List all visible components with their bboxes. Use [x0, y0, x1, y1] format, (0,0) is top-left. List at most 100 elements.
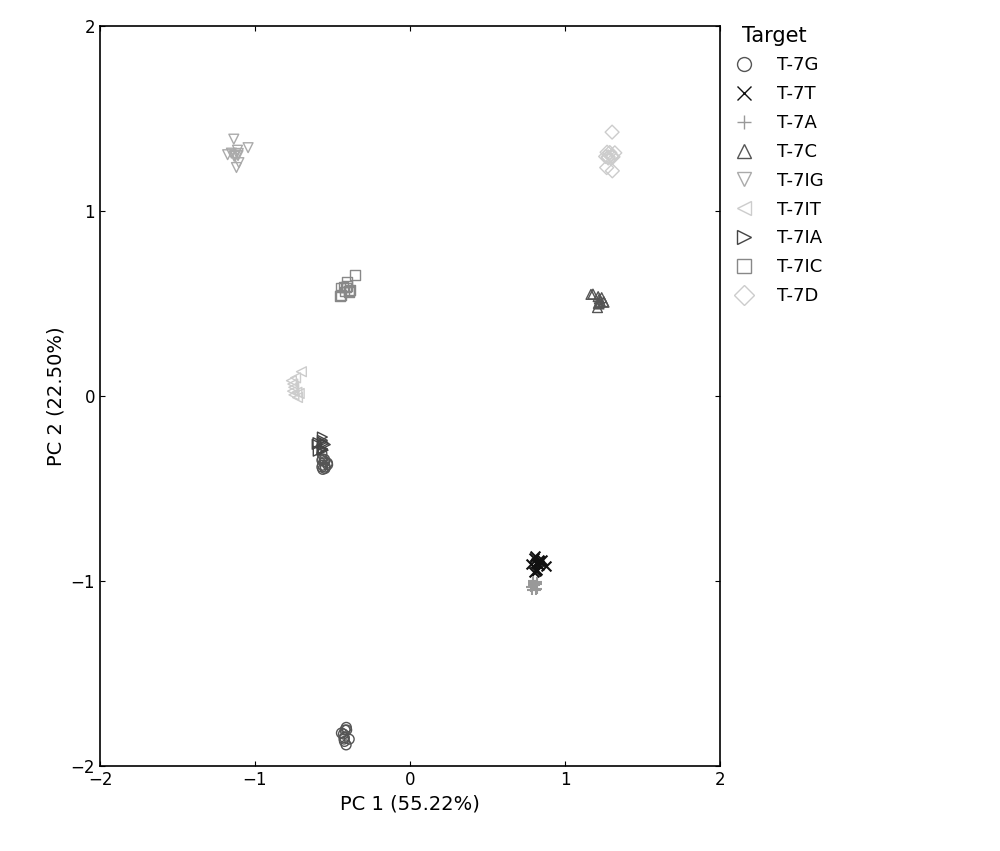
Point — [315, 452, 331, 465]
Point — [226, 132, 242, 146]
Point — [607, 146, 623, 160]
Point — [526, 551, 542, 565]
Point — [314, 454, 330, 467]
Legend: T-7G, T-7T, T-7A, T-7C, T-7IG, T-7IT, T-7IA, T-7IC, T-7D: T-7G, T-7T, T-7A, T-7C, T-7IG, T-7IT, T-… — [726, 26, 823, 305]
Point — [524, 583, 540, 597]
Point — [591, 292, 607, 306]
Point — [605, 150, 621, 163]
Point — [314, 442, 330, 455]
Point — [531, 554, 547, 568]
Point — [333, 726, 349, 740]
Point — [314, 433, 330, 447]
Point — [290, 391, 306, 404]
Point — [228, 161, 244, 174]
Point — [530, 557, 546, 571]
Point — [227, 149, 243, 163]
Point — [604, 125, 620, 139]
Point — [230, 149, 246, 163]
Point — [599, 161, 615, 174]
Point — [291, 386, 307, 400]
Point — [531, 558, 547, 572]
Point — [310, 436, 326, 449]
X-axis label: PC 1 (55.22%): PC 1 (55.22%) — [340, 794, 480, 814]
Point — [523, 557, 539, 571]
Point — [336, 732, 352, 745]
Point — [599, 146, 615, 159]
Point — [336, 284, 352, 298]
Point — [604, 150, 620, 163]
Point — [526, 565, 542, 579]
Point — [314, 431, 330, 444]
Point — [293, 365, 309, 379]
Point — [223, 146, 239, 160]
Point — [286, 380, 302, 394]
Point — [333, 288, 349, 302]
Point — [339, 276, 355, 289]
Point — [283, 374, 299, 387]
Point — [240, 141, 256, 155]
Point — [596, 295, 612, 309]
Point — [230, 146, 246, 160]
Point — [523, 580, 539, 593]
Point — [525, 576, 541, 590]
Point — [309, 437, 325, 451]
Point — [529, 582, 545, 596]
Point — [341, 284, 357, 298]
Point — [336, 734, 352, 748]
Point — [285, 377, 301, 391]
Point — [532, 555, 548, 568]
Point — [317, 453, 333, 466]
Point — [592, 294, 608, 308]
Point — [339, 723, 355, 737]
Point — [591, 297, 607, 311]
Point — [314, 460, 330, 474]
Point — [315, 459, 331, 472]
Point — [319, 456, 335, 470]
Point — [315, 463, 331, 477]
Point — [538, 559, 554, 573]
Point — [315, 443, 331, 456]
Point — [528, 563, 544, 577]
Point — [600, 151, 616, 165]
Point — [317, 437, 333, 451]
Point — [310, 444, 326, 458]
Point — [347, 268, 363, 282]
Point — [315, 443, 331, 457]
Point — [604, 164, 620, 178]
Point — [316, 437, 332, 450]
Point — [529, 563, 545, 576]
Point — [335, 728, 351, 741]
Point — [534, 554, 550, 568]
Point — [525, 579, 541, 592]
Point — [332, 281, 348, 294]
Point — [226, 150, 242, 163]
Point — [314, 443, 330, 456]
Point — [596, 294, 612, 308]
Point — [527, 550, 543, 563]
Point — [289, 386, 305, 399]
Point — [317, 462, 333, 476]
Point — [220, 148, 236, 162]
Point — [288, 371, 304, 385]
Point — [528, 584, 544, 597]
Point — [286, 388, 302, 402]
Point — [314, 447, 330, 460]
Point — [602, 146, 618, 159]
Point — [338, 738, 354, 751]
Point — [529, 575, 545, 589]
Point — [229, 144, 245, 157]
Point — [600, 150, 616, 163]
Point — [285, 385, 301, 398]
Point — [590, 296, 606, 310]
Point — [594, 291, 610, 305]
Point — [527, 579, 543, 592]
Point — [317, 460, 333, 474]
Point — [604, 150, 620, 163]
Point — [589, 300, 605, 314]
Point — [314, 435, 330, 448]
Point — [227, 148, 243, 162]
Point — [585, 288, 601, 301]
Point — [332, 289, 348, 303]
Point — [598, 150, 614, 163]
Point — [591, 295, 607, 309]
